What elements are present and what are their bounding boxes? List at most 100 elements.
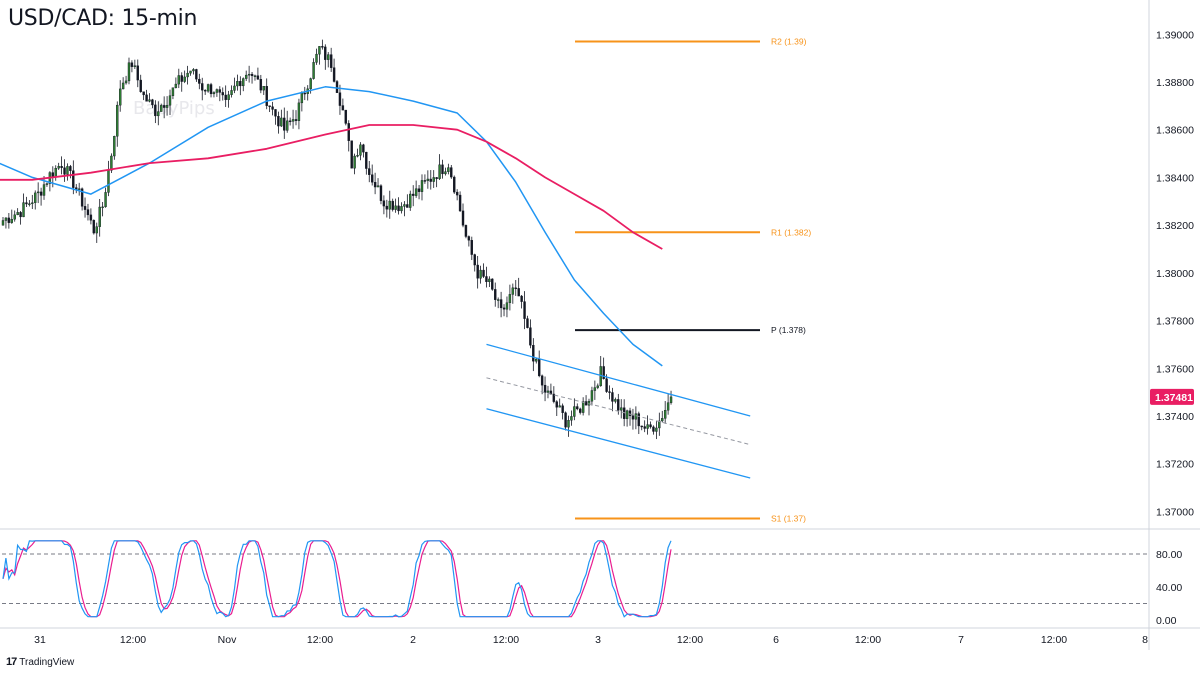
candle-body: [625, 410, 629, 419]
candle-body: [614, 399, 617, 402]
x-tick-label: 3: [595, 634, 601, 646]
candle-body: [303, 92, 306, 95]
candle-body: [473, 254, 476, 266]
channel-lower-line: [486, 408, 751, 479]
candle-body: [637, 413, 641, 427]
candle-body: [535, 358, 538, 362]
candle-body: [406, 204, 409, 208]
candle-body: [300, 92, 304, 104]
candle-body: [335, 81, 339, 93]
candle-body: [476, 264, 479, 279]
candle-body: [470, 239, 473, 255]
x-tick-label: 12:00: [493, 634, 519, 646]
candle-body: [13, 214, 16, 220]
candle-body: [236, 81, 239, 87]
candle-body: [373, 182, 377, 188]
chart-title: USD/CAD: 15-min: [8, 6, 198, 31]
candle-body: [344, 109, 348, 124]
candle-body: [86, 209, 90, 216]
candle-body: [209, 84, 213, 95]
candle-body: [277, 116, 280, 127]
candle-body: [104, 192, 107, 208]
candle-body: [294, 119, 298, 121]
candle-body: [341, 105, 345, 111]
last-price-label: 1.37481: [1155, 392, 1193, 404]
candle-body: [262, 86, 265, 91]
y-tick-label: 1.38600: [1156, 125, 1194, 137]
candle-body: [72, 170, 75, 188]
candle-body: [593, 387, 597, 391]
candle-body: [118, 88, 122, 106]
candle-body: [291, 119, 295, 122]
candle-body: [388, 200, 391, 210]
candle-body: [546, 390, 550, 393]
stoch-y-tick-label: 80.00: [1156, 549, 1182, 561]
candle-body: [558, 405, 561, 408]
candle-body: [646, 424, 649, 429]
candle-body: [127, 62, 131, 82]
last-price-badge: [1150, 388, 1194, 405]
candle-body: [39, 191, 43, 196]
candle-body: [555, 401, 558, 408]
candle-body: [652, 426, 655, 432]
candle-body: [649, 424, 652, 428]
candle-body: [438, 164, 441, 179]
candle-body: [338, 92, 342, 106]
candle-body: [265, 86, 268, 106]
candle-body: [57, 166, 60, 169]
candle-body: [458, 194, 462, 212]
y-tick-label: 1.37800: [1156, 316, 1194, 328]
candle-body: [658, 420, 661, 429]
candle-body: [420, 180, 424, 192]
candle-body: [362, 144, 365, 153]
stochastic-pane: [2, 540, 1149, 618]
candle-body: [412, 193, 415, 196]
candle-body: [327, 54, 330, 60]
candle-body: [110, 155, 113, 171]
channel-upper-line: [486, 343, 751, 417]
y-tick-label: 1.37400: [1156, 411, 1194, 423]
candle-body: [353, 155, 356, 169]
candle-body: [145, 94, 148, 102]
candle-body: [359, 144, 362, 156]
candle-body: [77, 188, 81, 190]
candle-body: [54, 168, 57, 178]
candle-body: [508, 294, 512, 303]
candle-body: [7, 217, 11, 223]
candle-body: [365, 151, 368, 169]
candle-body: [631, 415, 635, 420]
candle-body: [69, 166, 72, 171]
ma-fast-line: [0, 86, 663, 367]
footer-brand: TradingView: [19, 656, 75, 668]
candle-body: [259, 79, 263, 91]
ma-slow-line: [0, 124, 663, 250]
candle-body: [602, 366, 605, 379]
x-tick-label: 8: [1142, 634, 1148, 646]
y-tick-label: 1.38400: [1156, 172, 1194, 184]
candle-body: [579, 408, 582, 413]
candle-body: [394, 205, 397, 210]
watermark-text: BabyPips: [133, 98, 215, 119]
candle-body: [605, 378, 608, 392]
candle-body: [537, 358, 541, 377]
x-tick-label: Nov: [218, 634, 237, 646]
candle-body: [663, 410, 667, 419]
candle-body: [608, 391, 611, 393]
candle-body: [441, 164, 444, 175]
y-tick-label: 1.38000: [1156, 268, 1194, 280]
candle-body: [107, 170, 110, 193]
candle-body: [485, 276, 488, 283]
candle-body: [286, 120, 289, 131]
candle-body: [435, 177, 438, 179]
candle-body: [655, 427, 658, 432]
candle-body: [130, 62, 134, 67]
candle-body: [450, 167, 453, 178]
candle-body: [95, 226, 98, 234]
y-tick-label: 1.37000: [1156, 506, 1194, 518]
candle-body: [60, 166, 63, 168]
candle-body: [356, 155, 359, 157]
candle-body: [186, 72, 189, 78]
candle-body: [66, 166, 69, 175]
candle-body: [347, 123, 350, 141]
